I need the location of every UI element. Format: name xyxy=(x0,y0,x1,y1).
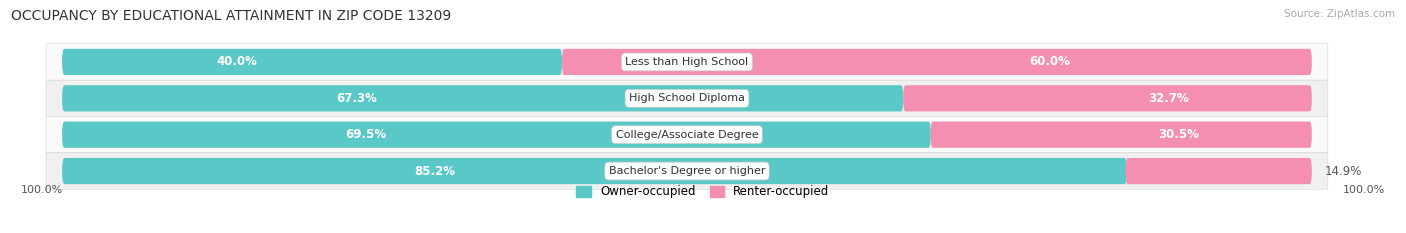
FancyBboxPatch shape xyxy=(62,85,903,111)
Legend: Owner-occupied, Renter-occupied: Owner-occupied, Renter-occupied xyxy=(572,181,834,203)
FancyBboxPatch shape xyxy=(46,80,1327,116)
FancyBboxPatch shape xyxy=(931,122,1312,148)
Text: 67.3%: 67.3% xyxy=(336,92,377,105)
Text: 30.5%: 30.5% xyxy=(1159,128,1199,141)
Text: 60.0%: 60.0% xyxy=(1029,55,1070,69)
FancyBboxPatch shape xyxy=(62,49,562,75)
Text: College/Associate Degree: College/Associate Degree xyxy=(616,130,758,140)
Text: Source: ZipAtlas.com: Source: ZipAtlas.com xyxy=(1284,9,1395,19)
Text: 100.0%: 100.0% xyxy=(1343,185,1385,195)
FancyBboxPatch shape xyxy=(46,153,1327,189)
Text: OCCUPANCY BY EDUCATIONAL ATTAINMENT IN ZIP CODE 13209: OCCUPANCY BY EDUCATIONAL ATTAINMENT IN Z… xyxy=(11,9,451,23)
FancyBboxPatch shape xyxy=(62,158,1126,184)
FancyBboxPatch shape xyxy=(62,158,1312,184)
Text: 14.9%: 14.9% xyxy=(1324,164,1362,178)
FancyBboxPatch shape xyxy=(903,85,1312,111)
FancyBboxPatch shape xyxy=(562,49,1312,75)
FancyBboxPatch shape xyxy=(62,85,1312,111)
Text: High School Diploma: High School Diploma xyxy=(628,93,745,103)
FancyBboxPatch shape xyxy=(46,44,1327,80)
Text: Bachelor's Degree or higher: Bachelor's Degree or higher xyxy=(609,166,765,176)
Text: 100.0%: 100.0% xyxy=(21,185,63,195)
Text: 32.7%: 32.7% xyxy=(1149,92,1189,105)
Text: Less than High School: Less than High School xyxy=(626,57,748,67)
FancyBboxPatch shape xyxy=(62,49,1312,75)
FancyBboxPatch shape xyxy=(62,122,931,148)
FancyBboxPatch shape xyxy=(46,116,1327,153)
Text: 69.5%: 69.5% xyxy=(346,128,387,141)
Text: 40.0%: 40.0% xyxy=(217,55,257,69)
FancyBboxPatch shape xyxy=(62,122,1312,148)
Text: 85.2%: 85.2% xyxy=(415,164,456,178)
FancyBboxPatch shape xyxy=(1126,158,1312,184)
